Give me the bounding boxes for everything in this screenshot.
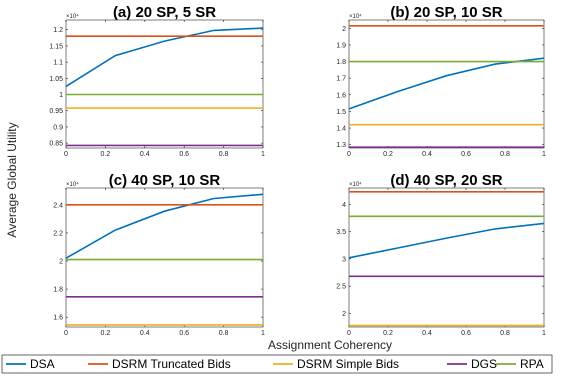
subplot-title: (d) 40 SP, 20 SR (390, 172, 502, 189)
subplot-3: (c) 40 SP, 10 SR ×10⁴ 0 0.2 0.4 0.6 0.8 1 1.6 1.8… (53, 172, 265, 337)
plot-area (66, 188, 263, 327)
x-tick-label: 0 (64, 330, 68, 337)
y-tick-label: 1.9 (336, 42, 346, 49)
subplots: (a) 20 SP, 5 SR ×10⁴ 0 0.2 0.4 0.6 0.8 1 0.85 0.9… (49, 4, 546, 337)
x-tick-label: 0.4 (140, 330, 150, 337)
y-tick-label: 1.6 (336, 92, 346, 99)
y-tick-label: 1.1 (53, 60, 63, 67)
legend-label: DGS (471, 357, 497, 371)
legend: DSA DSRM Truncated Bids DSRM Simple Bids DG… (2, 355, 552, 373)
y-tick-label: 2.4 (53, 202, 63, 209)
x-tick-label: 0.2 (101, 330, 111, 337)
figure-x-label: Assignment Coherency (268, 338, 392, 352)
figure-y-label: Average Global Utility (5, 122, 19, 237)
axis-multiplier: ×10⁴ (349, 13, 362, 20)
y-tick-label: 1 (59, 92, 63, 99)
legend-label: DSA (30, 357, 55, 371)
y-tick-label: 1.2 (53, 27, 63, 34)
y-tick-label: 2.2 (53, 230, 63, 237)
x-tick-label: 0.8 (500, 151, 510, 158)
x-tick-label: 0.6 (179, 151, 189, 158)
subplot-title: (c) 40 SP, 10 SR (109, 172, 221, 189)
y-tick-label: 3 (342, 256, 346, 263)
plot-area (349, 20, 544, 148)
x-tick-label: 0.6 (461, 330, 471, 337)
x-tick-label: 0.4 (422, 151, 432, 158)
x-tick-label: 0.8 (219, 151, 229, 158)
y-tick-label: 2 (59, 259, 63, 266)
y-tick-label: 2.5 (336, 284, 346, 291)
x-tick-label: 0.2 (383, 151, 393, 158)
y-tick-label: 3.5 (336, 229, 346, 236)
plot-area (349, 188, 544, 327)
x-tick-label: 0.6 (179, 330, 189, 337)
y-tick-label: 1.4 (336, 126, 346, 133)
x-tick-label: 0.6 (461, 151, 471, 158)
legend-label: DSRM Simple Bids (297, 357, 399, 371)
x-tick-label: 0 (347, 151, 351, 158)
x-tick-label: 1 (542, 330, 546, 337)
y-tick-label: 0.9 (53, 124, 63, 131)
y-tick-label: 1.7 (336, 76, 346, 83)
subplot-title: (b) 20 SP, 10 SR (390, 4, 502, 21)
x-tick-label: 1 (261, 151, 265, 158)
x-tick-label: 0.8 (500, 330, 510, 337)
legend-label: RPA (520, 357, 544, 371)
x-tick-label: 0.4 (422, 330, 432, 337)
subplot-4: (d) 40 SP, 20 SR ×10⁴ 0 0.2 0.4 0.6 0.8 1 2 2.5 3 3… (336, 172, 546, 337)
x-tick-label: 1 (261, 330, 265, 337)
subplot-1: (a) 20 SP, 5 SR ×10⁴ 0 0.2 0.4 0.6 0.8 1 0.85 0.9… (49, 4, 265, 158)
x-tick-label: 0 (347, 330, 351, 337)
subplot-title: (a) 20 SP, 5 SR (113, 4, 216, 21)
x-tick-label: 0 (64, 151, 68, 158)
y-tick-label: 4 (342, 202, 346, 209)
y-tick-label: 2 (342, 311, 346, 318)
y-tick-label: 1.05 (49, 76, 63, 83)
y-tick-label: 1.8 (336, 59, 346, 66)
y-tick-label: 2 (342, 26, 346, 33)
y-tick-label: 1.15 (49, 43, 63, 50)
x-tick-label: 0.2 (383, 330, 393, 337)
x-tick-label: 1 (542, 151, 546, 158)
axis-multiplier: ×10⁴ (66, 181, 79, 188)
x-tick-label: 0.4 (140, 151, 150, 158)
axis-multiplier: ×10⁴ (66, 13, 79, 20)
y-tick-label: 0.95 (49, 108, 63, 115)
x-tick-label: 0.2 (101, 151, 111, 158)
subplot-2: (b) 20 SP, 10 SR ×10⁴ 0 0.2 0.4 0.6 0.8 1 1.3 1.4… (336, 4, 546, 158)
y-tick-label: 1.6 (53, 315, 63, 322)
axis-multiplier: ×10⁴ (349, 181, 362, 188)
y-tick-label: 1.3 (336, 142, 346, 149)
y-tick-label: 1.5 (336, 109, 346, 116)
plot-area (66, 20, 263, 148)
x-tick-label: 0.8 (219, 330, 229, 337)
legend-label: DSRM Truncated Bids (112, 357, 231, 371)
y-tick-label: 1.8 (53, 287, 63, 294)
y-tick-label: 0.85 (49, 141, 63, 148)
